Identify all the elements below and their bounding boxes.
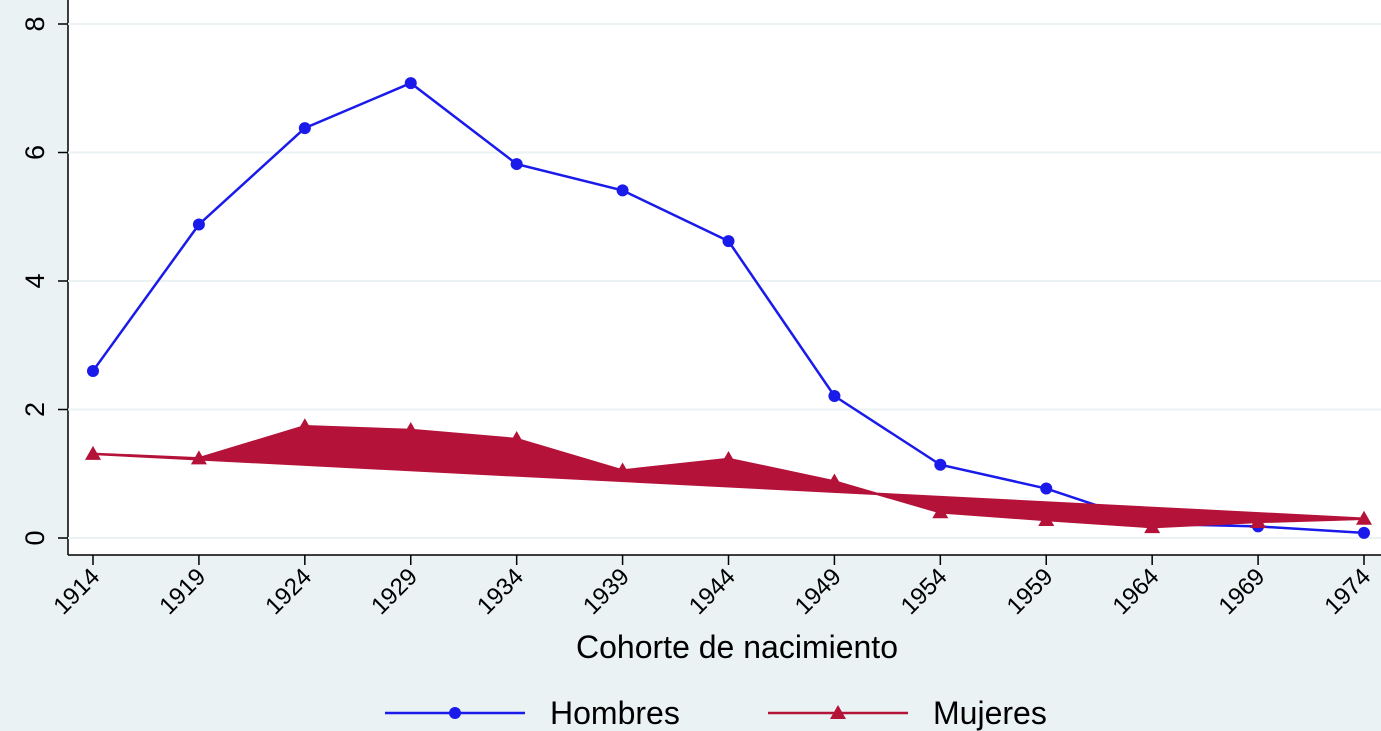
x-tick-label: 1974 (1319, 563, 1376, 620)
point (510, 158, 523, 171)
point (1038, 512, 1055, 527)
point (934, 458, 947, 471)
point (826, 473, 843, 488)
x-tick-label: 1939 (578, 563, 635, 620)
y-tick-label: 0 (20, 530, 50, 545)
y-tick-label: 4 (20, 273, 50, 288)
point (87, 364, 99, 377)
point (1358, 526, 1370, 539)
y-tick-label: 8 (20, 16, 50, 31)
y-tick-label: 6 (20, 145, 50, 160)
point (298, 122, 311, 135)
point (722, 235, 735, 248)
legend-label: Hombres (550, 695, 680, 731)
point (1144, 519, 1161, 534)
y-tick-label: 2 (20, 402, 50, 417)
x-tick-label: 1949 (790, 563, 847, 620)
x-tick-label: 1964 (1108, 563, 1165, 620)
x-tick-label: 1954 (896, 563, 953, 620)
point (1356, 510, 1372, 525)
x-axis-title: Cohorte de nacimiento (576, 629, 898, 665)
point (720, 450, 737, 465)
point (1250, 513, 1267, 528)
legend-marker (830, 705, 846, 719)
point (192, 218, 205, 231)
x-tick-label: 1919 (154, 563, 211, 620)
point (190, 450, 207, 465)
point (616, 184, 629, 197)
point (828, 390, 841, 403)
x-tick-label: 1934 (472, 563, 529, 620)
x-tick-label: 1969 (1213, 563, 1270, 620)
point (614, 462, 631, 477)
x-tick-label: 1914 (48, 563, 105, 620)
x-tick-label: 1929 (366, 563, 423, 620)
point (932, 504, 949, 519)
x-tick-label: 1924 (260, 563, 317, 620)
point (404, 77, 417, 90)
legend-label: Mujeres (933, 695, 1047, 731)
x-tick-label: 1959 (1002, 563, 1059, 620)
point (85, 445, 101, 460)
point (1040, 482, 1053, 495)
point (508, 431, 525, 446)
series-line (92, 424, 1365, 529)
point (402, 422, 419, 437)
point (296, 418, 313, 433)
x-tick-label: 1944 (684, 563, 741, 620)
legend-marker (449, 707, 461, 719)
